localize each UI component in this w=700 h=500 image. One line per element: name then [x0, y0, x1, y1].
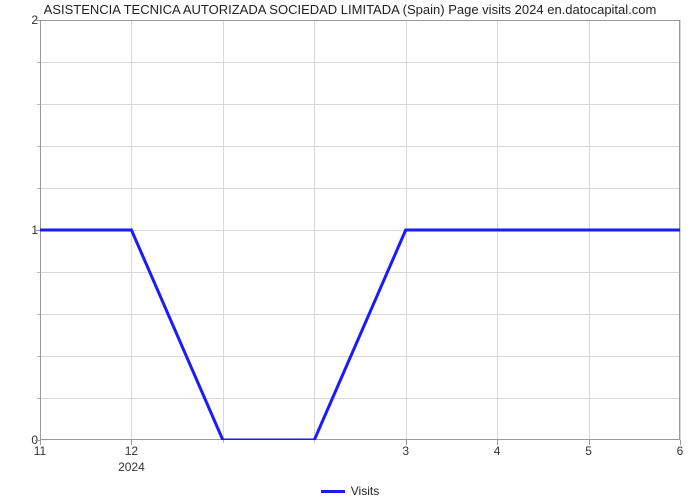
x-tick-label: 3 [402, 444, 409, 458]
x-tick-label: 12 [125, 444, 138, 458]
x-tick-label: 5 [585, 444, 592, 458]
x-tick-label: 6 [677, 444, 684, 458]
x-sub-label: 2024 [118, 460, 145, 474]
legend: Visits [0, 484, 700, 498]
series-line [40, 20, 680, 440]
legend-label: Visits [351, 484, 379, 498]
plot-area [40, 20, 680, 440]
legend-swatch [321, 490, 345, 493]
chart-title: ASISTENCIA TECNICA AUTORIZADA SOCIEDAD L… [0, 2, 700, 17]
x-tick-label: 11 [34, 444, 46, 458]
x-tick-label: 4 [494, 444, 501, 458]
chart-container: ASISTENCIA TECNICA AUTORIZADA SOCIEDAD L… [0, 0, 700, 500]
